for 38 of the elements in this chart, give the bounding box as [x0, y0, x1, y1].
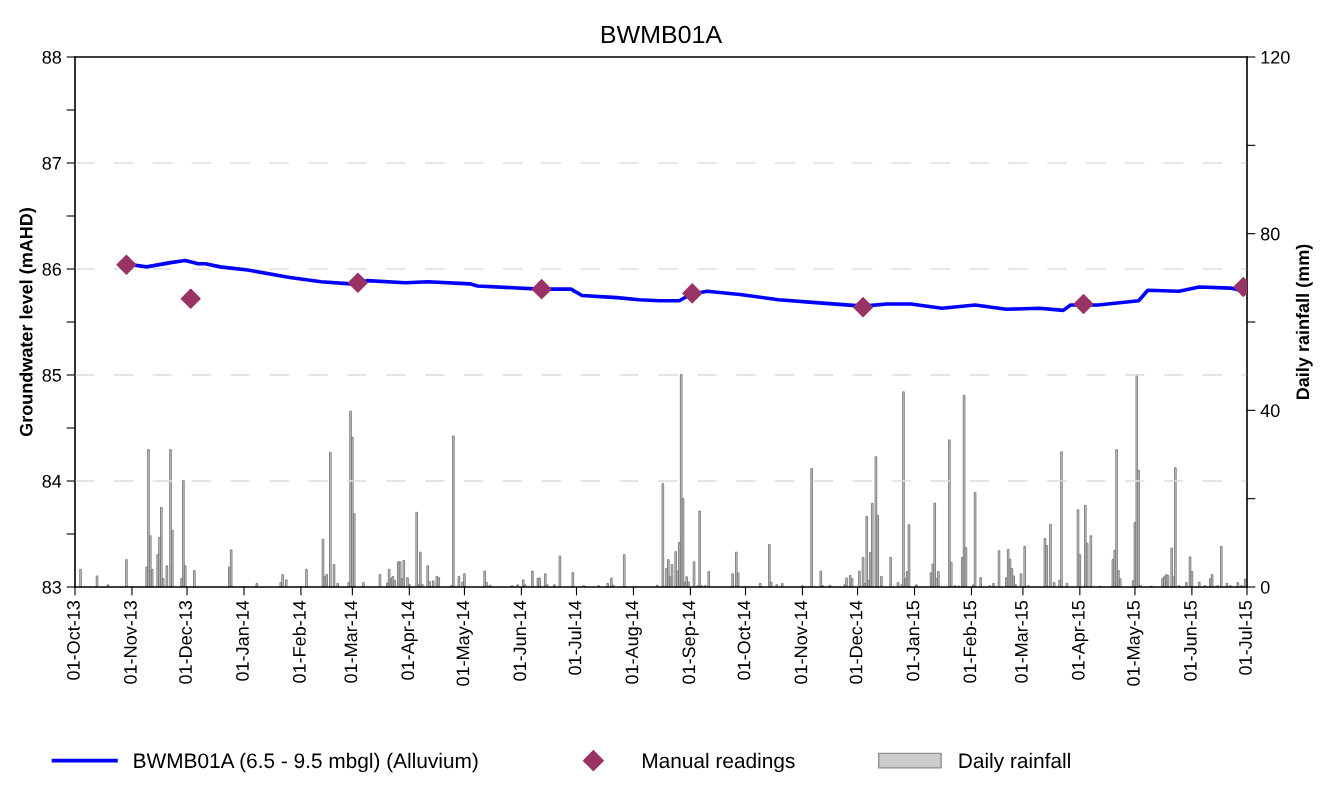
x-tick-label: 01-Jun-15 [1183, 600, 1197, 681]
x-tick-label: 01-Apr-14 [401, 600, 418, 680]
x-tick-label: 01-Feb-15 [963, 600, 977, 683]
y2-tick-label: 40 [1260, 404, 1280, 418]
x-tick-label: 01-May-14 [456, 600, 473, 686]
x-tick-label: 01-Sep-14 [682, 600, 699, 684]
y2-tick-label: 0 [1260, 580, 1270, 594]
x-tick-label: 01-Mar-14 [344, 600, 358, 683]
y-tick-label: 87 [42, 156, 61, 170]
y-tick-label: 85 [42, 368, 62, 382]
y2-axis-title: Daily rainfall (mm) [1295, 244, 1313, 400]
x-tick-label: 01-Dec-13 [179, 600, 192, 684]
x-tick-label: 01-Jan-14 [236, 600, 249, 681]
legend-label: Manual readings [643, 752, 795, 773]
x-tick-label: 01-May-15 [1127, 600, 1144, 686]
y2-tick-label: 80 [1260, 227, 1280, 241]
x-tick-label: 01-Jul-14 [568, 600, 582, 675]
x-tick-label: 01-Dec-14 [849, 600, 863, 684]
x-tick-label: 01-Nov-14 [794, 600, 808, 684]
legend-label: BWMB01A (6.5 - 9.5 mbgl) (Alluvium) [134, 752, 478, 773]
x-tick-label: 01-Jun-14 [513, 600, 527, 681]
x-tick-label: 01-Oct-13 [67, 600, 80, 680]
x-tick-label: 01-Aug-14 [625, 600, 642, 684]
y-tick-label: 84 [42, 474, 62, 488]
y-tick-label: 86 [42, 262, 62, 276]
x-tick-label: 01-Jul-15 [1238, 600, 1252, 675]
y-axis-title: Groundwater level (mAHD) [19, 208, 37, 437]
y2-tick-label: 120 [1261, 50, 1290, 64]
y-tick-label: 88 [42, 50, 62, 64]
x-tick-label: 01-Apr-15 [1071, 600, 1089, 680]
chart-title: BWMB01A [601, 25, 723, 44]
x-tick-label: 01-Oct-14 [737, 600, 751, 680]
x-tick-label: 01-Jan-15 [906, 600, 920, 681]
x-tick-label: 01-Nov-13 [124, 600, 137, 684]
legend-label: Daily rainfall [959, 752, 1070, 773]
x-tick-label: 01-Mar-15 [1014, 600, 1028, 683]
y-tick-label: 83 [42, 580, 62, 594]
x-tick-label: 01-Feb-14 [292, 600, 306, 683]
